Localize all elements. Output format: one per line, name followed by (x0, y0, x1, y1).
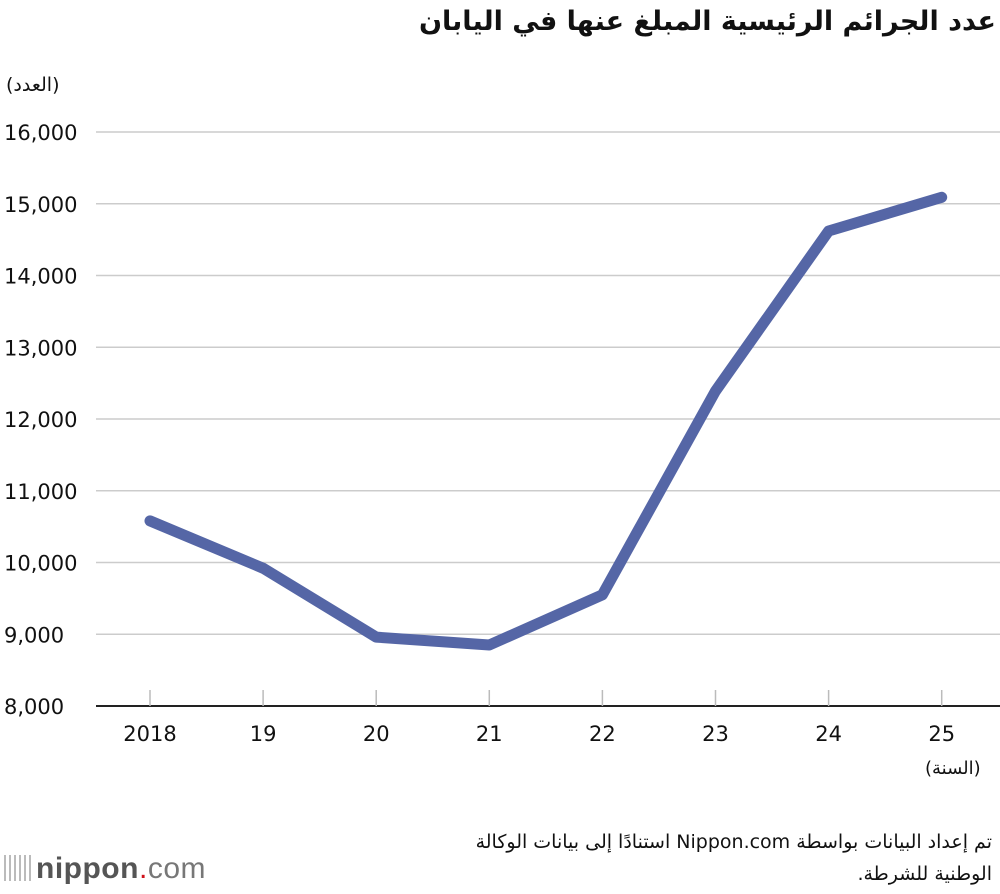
logo-bars-icon (4, 855, 32, 881)
nippon-logo: nippon.com (4, 852, 206, 886)
x-tick-label: 25 (928, 722, 955, 746)
x-tick-label: 22 (589, 722, 616, 746)
line-chart: 8,000 9,000 10,000 11,000 12,000 13,000 14,000… (4, 121, 1000, 746)
y-tick-label: 8,000 (4, 695, 64, 719)
data-point (488, 644, 491, 647)
y-tick-label: 11,000 (4, 480, 77, 504)
y-axis-label: (العدد) (6, 74, 60, 96)
data-point (149, 519, 151, 522)
x-tick-label: 21 (476, 722, 503, 746)
data-point (827, 230, 830, 233)
x-tick-label: 2018 (123, 722, 176, 746)
y-tick-label: 13,000 (4, 336, 77, 360)
x-tick-label: 20 (363, 722, 390, 746)
y-tick-label: 9,000 (4, 623, 64, 647)
data-point (940, 196, 943, 199)
y-tick-label: 16,000 (4, 121, 77, 145)
data-point (262, 567, 265, 570)
y-tick-label: 12,000 (4, 408, 77, 432)
chart-title: عدد الجرائم الرئيسية المبلغ عنها في اليا… (418, 6, 996, 37)
x-tick-label: 23 (702, 722, 729, 746)
y-tick-label: 15,000 (4, 193, 77, 217)
data-point (601, 593, 604, 596)
y-tick-label: 10,000 (4, 552, 77, 576)
x-tick-label: 24 (815, 722, 842, 746)
data-point (714, 390, 717, 393)
data-point (375, 636, 378, 639)
x-tick-label: 19 (250, 722, 277, 746)
y-tick-label: 14,000 (4, 265, 77, 289)
series-line (144, 191, 948, 651)
source-note: تم إعداد البيانات بواسطة Nippon.com استن… (475, 831, 992, 885)
x-axis-label: (السنة) (925, 758, 981, 779)
